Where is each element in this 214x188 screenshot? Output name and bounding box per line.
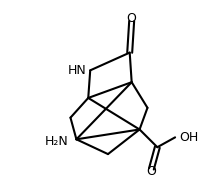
- Text: OH: OH: [179, 131, 198, 144]
- Text: H₂N: H₂N: [45, 135, 68, 148]
- Text: O: O: [146, 165, 156, 178]
- Text: HN: HN: [68, 64, 86, 77]
- Text: O: O: [127, 12, 137, 25]
